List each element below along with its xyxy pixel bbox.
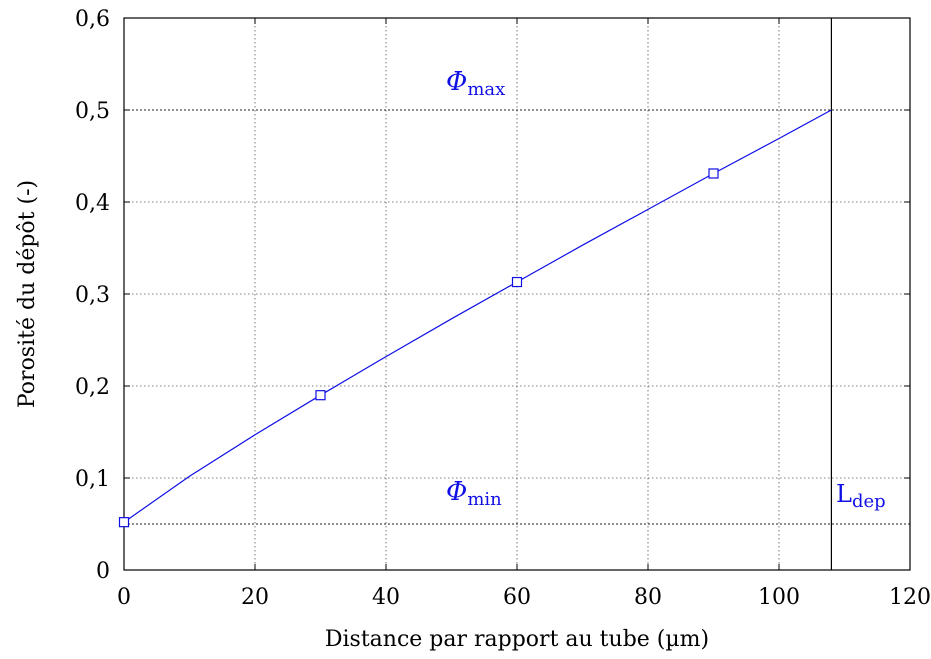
x-tick-label: 60	[503, 585, 531, 610]
x-tick-label: 80	[634, 585, 662, 610]
y-tick-label: 0,1	[75, 467, 110, 492]
l-dep-subscript: dep	[852, 491, 886, 512]
l-dep-symbol: L	[836, 480, 852, 508]
tick-marks	[123, 17, 911, 571]
y-axis-label: Porosité du dépôt (-)	[15, 180, 40, 408]
x-axis-label: Distance par rapport au tube (µm)	[325, 627, 709, 652]
l-dep-label: Ldep	[836, 480, 886, 512]
phi-max-label: Φmax	[446, 67, 505, 100]
y-tick-label: 0	[96, 559, 110, 584]
series-markers	[118, 168, 719, 528]
grid-lines	[124, 18, 910, 570]
y-tick-label: 0,2	[75, 375, 110, 400]
x-tick-label: 100	[758, 585, 800, 610]
x-tick-label: 0	[117, 585, 131, 610]
y-tick-label: 0,3	[75, 283, 110, 308]
data-point	[118, 517, 130, 528]
x-tick-labels: 0 20 40 60 80 100 120	[117, 585, 931, 610]
x-tick-label: 20	[241, 585, 269, 610]
y-tick-labels: 0 0,1 0,2 0,3 0,4 0,5 0,6	[75, 7, 110, 584]
data-point	[511, 276, 523, 288]
phi-min-label: Φmin	[446, 477, 502, 510]
x-tick-label: 40	[372, 585, 400, 610]
data-point	[708, 168, 719, 179]
phi-min-subscript: min	[467, 489, 502, 510]
y-tick-label: 0,5	[75, 99, 110, 124]
series-curve	[123, 109, 832, 523]
x-tick-label: 120	[889, 585, 931, 610]
phi-max-symbol: Φ	[446, 67, 467, 97]
phi-min-symbol: Φ	[446, 477, 467, 507]
y-tick-label: 0,6	[75, 7, 110, 32]
y-tick-label: 0,4	[75, 191, 110, 216]
data-point	[315, 390, 326, 401]
phi-max-subscript: max	[467, 79, 505, 100]
